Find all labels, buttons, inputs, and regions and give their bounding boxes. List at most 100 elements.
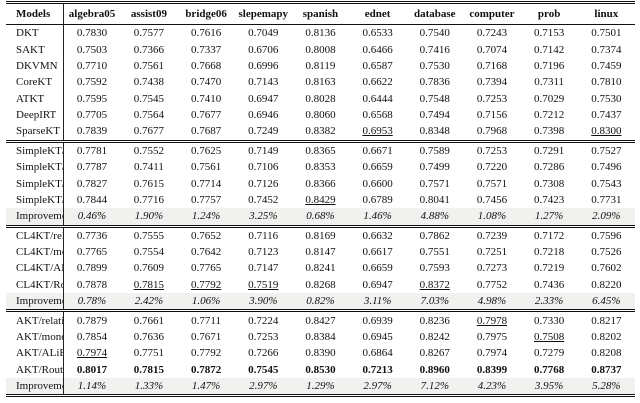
value-cell: 0.7394 xyxy=(476,76,508,89)
value-cell: 2.97% xyxy=(249,380,278,393)
value-cell: 0.7530 xyxy=(591,92,622,105)
value-cell: 0.46% xyxy=(77,210,107,223)
value-cell: 0.8348 xyxy=(419,125,450,138)
model-label: Improvement xyxy=(6,208,64,226)
value-cell: 0.7757 xyxy=(190,193,222,206)
value-cell: 0.7862 xyxy=(419,229,450,242)
value-cell: 0.8737 xyxy=(591,363,622,376)
value-cell: 1.29% xyxy=(306,380,335,393)
value-cell: 0.7787 xyxy=(76,161,108,174)
value-cell: 0.7279 xyxy=(534,347,565,360)
value-cell: 0.7636 xyxy=(133,330,165,343)
column-header-models: Models xyxy=(6,2,64,25)
value-cell: 1.08% xyxy=(477,210,507,223)
model-label: SimpleKT/relative xyxy=(6,141,64,159)
table-row: DKVMN 0.7710 0.7561 0.7668 0.6996 0.8119 0.658… xyxy=(6,57,635,75)
value-cell: 0.8427 xyxy=(305,314,336,327)
value-cell: 0.7496 xyxy=(591,161,622,174)
value-cell: 0.7049 xyxy=(248,27,279,40)
value-cell: 0.7437 xyxy=(591,109,622,122)
value-cell: 0.7899 xyxy=(76,262,108,275)
value-cell: 0.8008 xyxy=(305,43,336,56)
value-cell: 0.7781 xyxy=(76,144,108,157)
model-label: ATKT xyxy=(6,90,64,107)
table-row: CL4KT/monotonic 0.7765 0.7554 0.7642 0.7123 0… xyxy=(6,243,635,261)
value-cell: 0.8202 xyxy=(591,330,622,343)
value-cell: 0.7330 xyxy=(534,314,565,327)
value-cell: 7.12% xyxy=(420,380,449,393)
value-cell: 0.7456 xyxy=(476,193,508,206)
value-cell: 0.7751 xyxy=(133,347,165,360)
value-cell: 0.7879 xyxy=(76,314,108,327)
value-cell: 0.7752 xyxy=(476,278,508,291)
value-cell: 0.7213 xyxy=(362,363,393,376)
value-cell: 0.7705 xyxy=(76,109,108,122)
value-cell: 0.8060 xyxy=(305,109,336,122)
value-cell: 0.7839 xyxy=(76,125,108,138)
value-cell: 0.7074 xyxy=(476,43,508,56)
value-cell: 0.7652 xyxy=(190,229,222,242)
value-cell: 0.6659 xyxy=(362,262,393,275)
value-cell: 0.6945 xyxy=(362,330,393,343)
value-cell: 0.7836 xyxy=(419,76,450,89)
table-row: DeepIRT 0.7705 0.7564 0.7677 0.6946 0.8060 0.6… xyxy=(6,106,635,124)
value-cell: 1.90% xyxy=(134,210,164,223)
value-cell: 0.7571 xyxy=(419,177,450,190)
value-cell: 0.7416 xyxy=(419,43,450,56)
table-row: SAKT 0.7503 0.7366 0.7337 0.6706 0.8008 0.6466… xyxy=(6,41,635,58)
value-cell: 6.45% xyxy=(592,295,621,308)
value-cell: 2.97% xyxy=(363,380,392,393)
value-cell: 0.7499 xyxy=(419,161,450,174)
value-cell: 0.7602 xyxy=(591,262,622,275)
value-cell: 0.7153 xyxy=(534,27,565,40)
value-cell: 0.7243 xyxy=(476,27,508,40)
value-cell: 0.7423 xyxy=(534,193,565,206)
value-cell: 0.7671 xyxy=(190,330,222,343)
value-cell: 0.68% xyxy=(306,210,335,223)
value-cell: 0.7731 xyxy=(591,193,622,206)
value-cell: 0.6617 xyxy=(362,246,393,259)
value-cell: 0.6622 xyxy=(362,76,393,89)
value-cell: 0.7978 xyxy=(476,314,508,327)
value-cell: 0.7308 xyxy=(534,177,565,190)
value-cell: 0.8366 xyxy=(305,177,336,190)
value-cell: 0.6864 xyxy=(362,347,393,360)
value-cell: 0.7975 xyxy=(476,330,508,343)
value-cell: 0.8028 xyxy=(305,92,336,105)
value-cell: 1.06% xyxy=(191,295,221,308)
column-header-spanish: spanish xyxy=(302,8,339,20)
model-label: SparseKT xyxy=(6,123,64,142)
value-cell: 0.8267 xyxy=(419,347,450,360)
results-table: Models algebra05 assist09 bridge06 slepemapy… xyxy=(6,1,635,398)
value-cell: 0.7551 xyxy=(419,246,450,259)
model-label: AKT/RouterKT xyxy=(6,361,64,378)
value-cell: 1.46% xyxy=(363,210,392,223)
value-cell: 0.8147 xyxy=(305,246,336,259)
value-cell: 1.33% xyxy=(134,380,164,393)
value-cell: 0.7642 xyxy=(190,246,222,259)
value-cell: 0.7142 xyxy=(534,43,565,56)
column-header-database: database xyxy=(414,8,456,20)
value-cell: 0.7714 xyxy=(190,177,222,190)
table-header: Models algebra05 assist09 bridge06 slepemapy… xyxy=(6,2,635,25)
value-cell: 0.8530 xyxy=(305,363,336,376)
value-cell: 0.7149 xyxy=(248,144,279,157)
value-cell: 0.7974 xyxy=(76,347,108,360)
value-cell: 0.7609 xyxy=(133,262,165,275)
value-cell: 0.7266 xyxy=(248,347,279,360)
value-cell: 0.7815 xyxy=(133,363,165,376)
value-cell: 0.6568 xyxy=(362,109,393,122)
value-cell: 0.8429 xyxy=(305,193,336,206)
model-label: SimpleKT/ALiBi xyxy=(6,175,64,192)
value-cell: 0.7593 xyxy=(419,262,450,275)
value-cell: 0.7220 xyxy=(476,161,508,174)
value-cell: 0.7552 xyxy=(133,144,165,157)
improvement-row: Improvement 1.14% 1.33% 1.47% 2.97% 1.29% 2.97… xyxy=(6,377,635,396)
section-baselines: DKT 0.7830 0.7577 0.7616 0.7049 0.8136 0.6533 0… xyxy=(6,24,635,142)
model-label: DeepIRT xyxy=(6,106,64,124)
value-cell: 0.8399 xyxy=(476,363,508,376)
value-cell: 4.23% xyxy=(477,380,507,393)
value-cell: 0.7872 xyxy=(190,363,222,376)
value-cell: 0.7366 xyxy=(133,43,165,56)
table-row: SimpleKT/ALiBi 0.7827 0.7615 0.7714 0.7126 0.… xyxy=(6,175,635,192)
